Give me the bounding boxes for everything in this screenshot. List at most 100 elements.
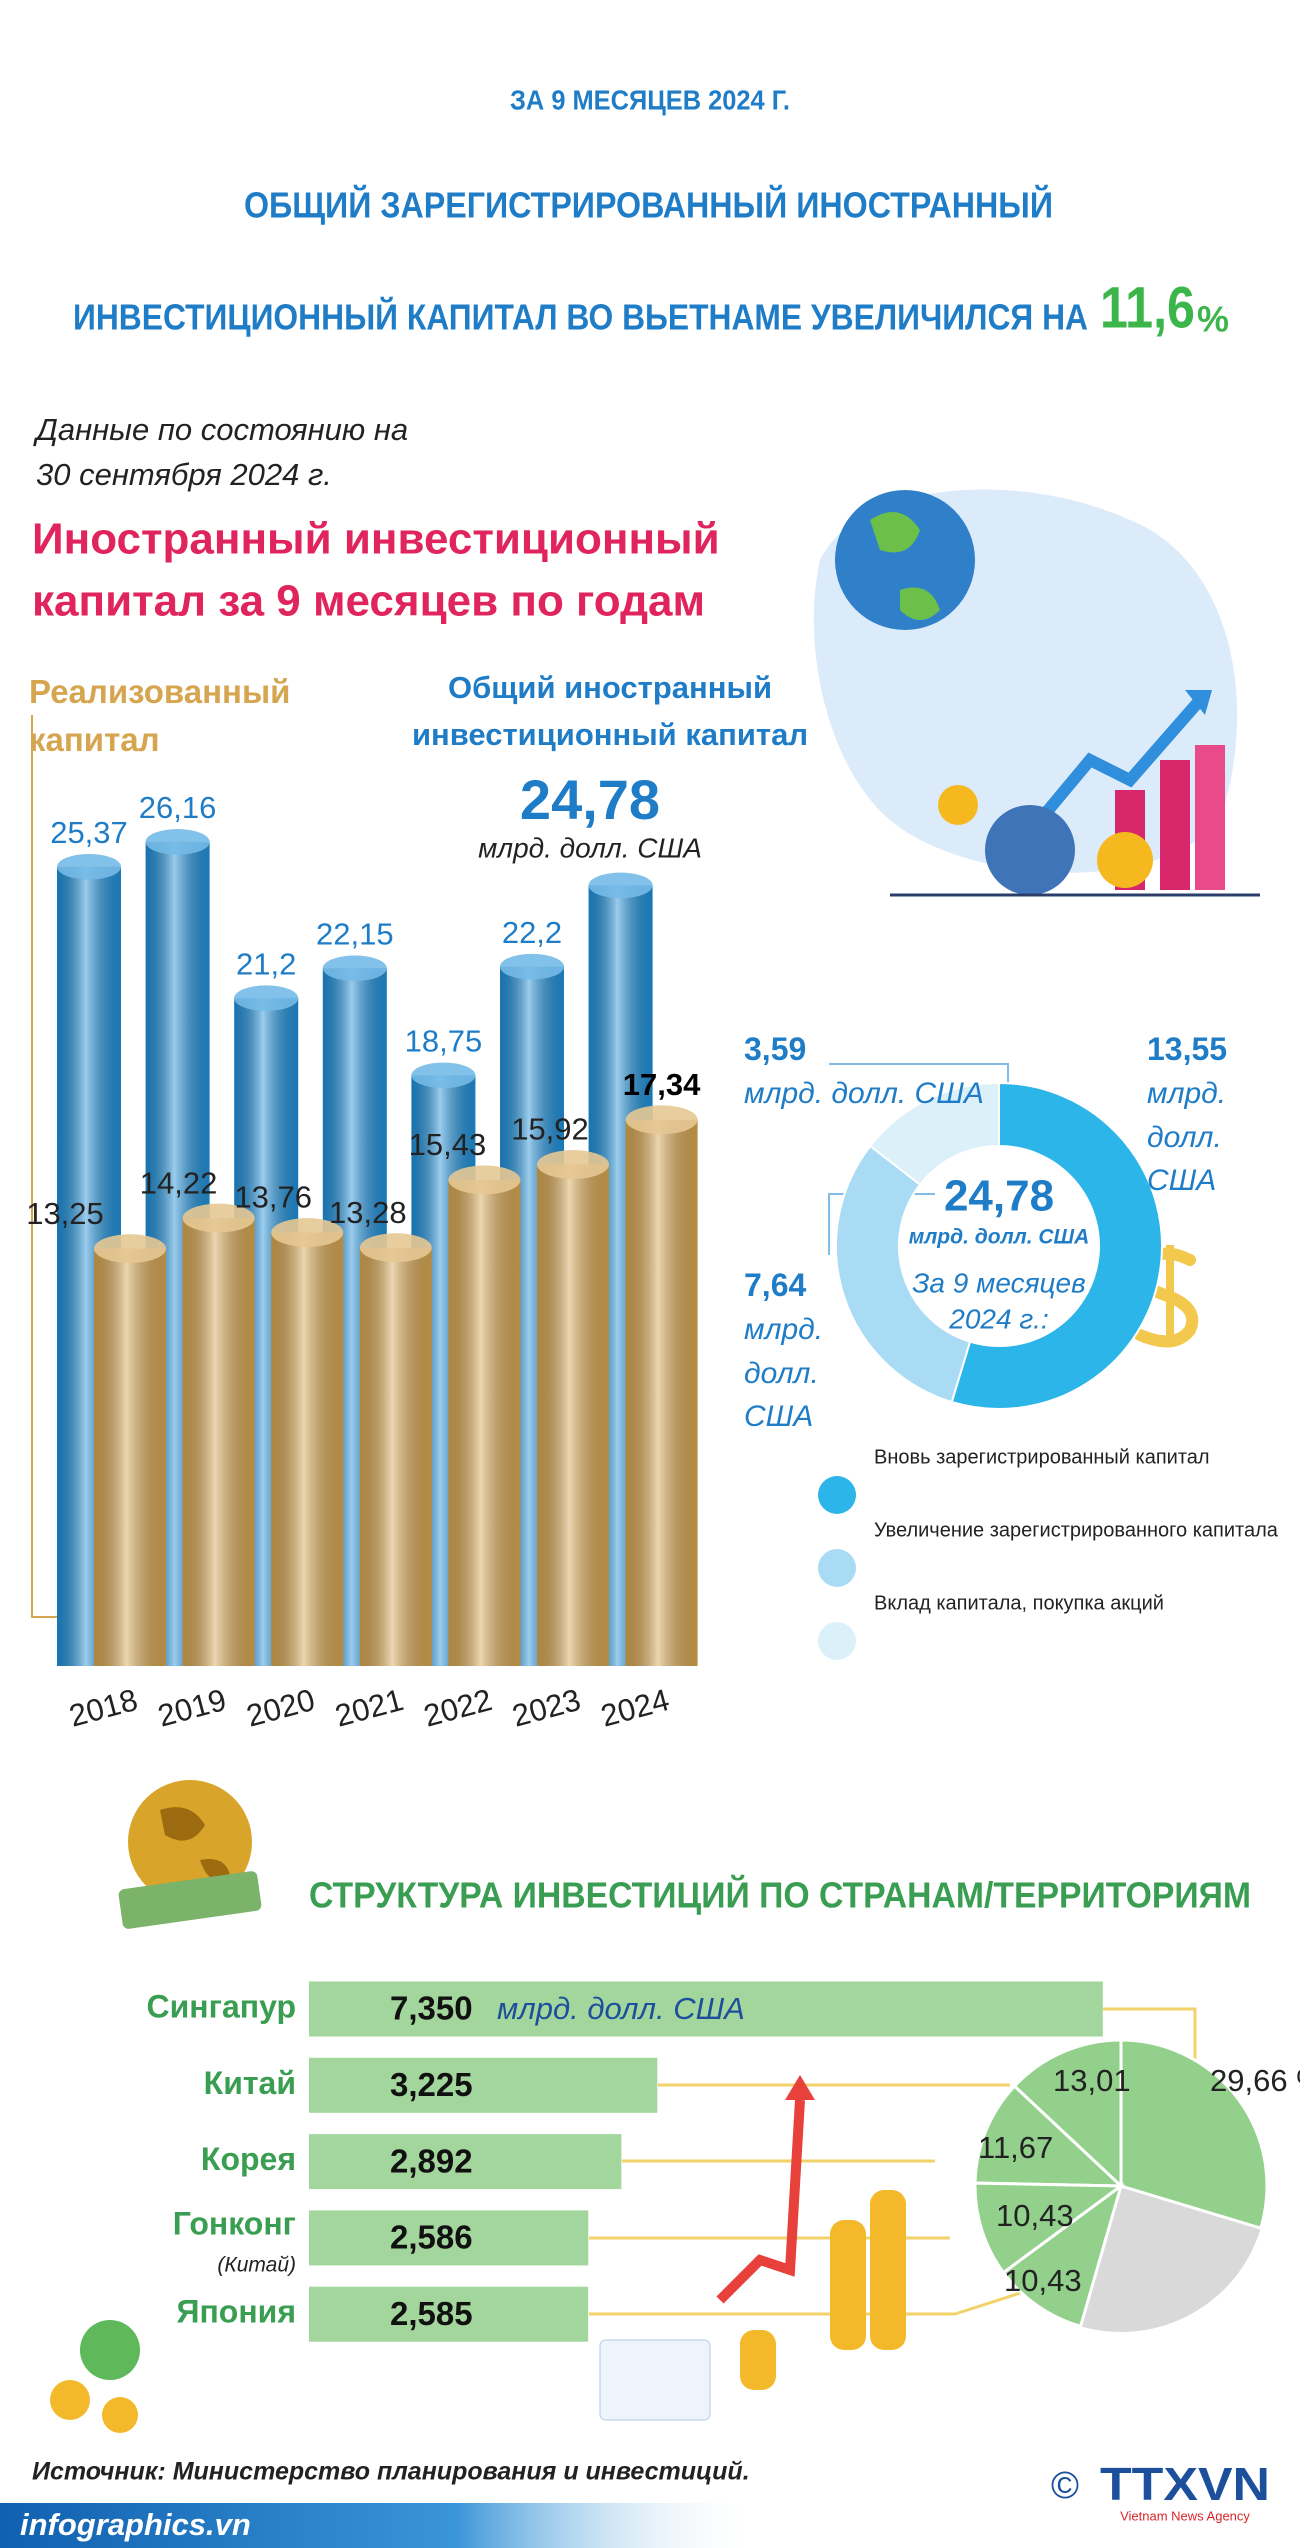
x-tick-label: 2023 — [509, 1682, 585, 1734]
bar-cap-light — [411, 1062, 476, 1089]
bar-cap — [448, 1165, 521, 1195]
x-tick-label: 2018 — [66, 1682, 142, 1734]
legend-label: Увеличение зарегистрированного капитала — [874, 1519, 1279, 1541]
bar-cap — [145, 829, 210, 855]
value-label: 15,92 — [511, 1112, 589, 1147]
category-label: Сингапур — [147, 1988, 296, 2024]
value-label: 14,22 — [140, 1165, 218, 1200]
value-label: 13,28 — [329, 1195, 407, 1230]
chart-title: Иностранный инвестиционный — [32, 515, 720, 564]
bar-cap — [537, 1150, 609, 1179]
donut-label: 3,59 млрд. долл. США — [744, 1026, 1064, 1116]
x-tick-label: 2024 — [597, 1682, 673, 1734]
donut-label: 13,55 млрд. долл. США — [1147, 1026, 1267, 1203]
pie-segment — [1119, 2038, 1269, 2231]
value-label: 13,55 — [1147, 1031, 1228, 1067]
bar-cap-light — [625, 1105, 698, 1135]
bar-cap-light — [588, 872, 653, 899]
logo-subtitle: Vietnam News Agency — [1120, 2508, 1250, 2523]
bar-shine — [359, 1247, 432, 1666]
donut-segment — [950, 1081, 1163, 1410]
legend-entry: Реализованный капитал — [29, 673, 291, 758]
value-label: 2,585 — [390, 2295, 473, 2332]
value-label: 15,43 — [409, 1127, 487, 1162]
value-label: 11,67 — [978, 2130, 1053, 2165]
period: ЗА 9 МЕСЯЦЕВ 2024 Г. — [510, 84, 790, 115]
pie-segment — [973, 2181, 1126, 2275]
total-label: 24,78 — [520, 768, 660, 831]
bar-cap-light — [182, 1203, 255, 1233]
center-unit: млрд. долл. США — [909, 1226, 1090, 1249]
footer-band — [0, 2503, 760, 2548]
logo: TTXVN — [1100, 2458, 1270, 2510]
date-note: 30 сентября 2024 г. — [36, 457, 332, 492]
bar-cap-light — [448, 1165, 521, 1195]
bar — [309, 2210, 589, 2266]
value-label: 10,43 — [1004, 2263, 1082, 2298]
bar-cap-light — [234, 985, 299, 1011]
chart-title: СТРУКТУРА ИНВЕСТИЦИЙ ПО СТРАНАМ/ТЕРРИТОР… — [309, 1874, 1251, 1916]
x-tick-label: 2020 — [243, 1682, 319, 1734]
category-label: Китай — [204, 2065, 296, 2101]
bar-cap-light — [57, 854, 121, 880]
bar-cap — [182, 1203, 255, 1233]
value-label: 22,2 — [502, 915, 562, 950]
bar-shine — [625, 1119, 698, 1666]
value-label: 13,25 — [26, 1196, 104, 1231]
value-label: 3,225 — [390, 2066, 473, 2103]
value-label: 18,75 — [405, 1024, 483, 1059]
bar-cap — [500, 953, 564, 980]
title-line: ОБЩИЙ ЗАРЕГИСТРИРОВАННЫЙ ИНОСТРАННЫЙ — [244, 184, 1053, 226]
site: infographics.vn — [20, 2507, 251, 2542]
bar-cap — [588, 872, 653, 899]
bar — [309, 2057, 658, 2113]
legend-swatch — [818, 1549, 856, 1587]
bar-cap — [234, 985, 299, 1011]
x-tick-label: 2019 — [154, 1682, 230, 1734]
center-label: 24,78 — [944, 1172, 1054, 1221]
x-tick-label: 2022 — [420, 1682, 496, 1734]
value-label: 25,37 — [50, 815, 128, 850]
source: Источник: Министерство планирования и ин… — [32, 2458, 750, 2486]
chart-title: капитал за 9 месяцев по годам — [32, 577, 705, 626]
bar-cap-light — [94, 1234, 166, 1264]
growth-unit: % — [1197, 299, 1229, 340]
bar-cap — [271, 1218, 344, 1247]
value-label: 2,586 — [390, 2219, 473, 2256]
pie-connectors — [589, 2007, 1197, 2316]
legend-label: Вклад капитала, покупка акций — [874, 1592, 1164, 1614]
value-label: 7,64 — [744, 1267, 807, 1303]
unit: млрд. долл. США — [744, 1313, 824, 1434]
value-label: 7,350 — [390, 1990, 473, 2027]
bar-cap-light — [500, 953, 564, 980]
bar-cap — [57, 854, 121, 880]
x-tick-label: 2021 — [331, 1682, 407, 1734]
bar-cap-light — [322, 955, 387, 982]
value-label: 17,34 — [623, 1067, 701, 1102]
value-label: 13,01 — [1053, 2063, 1131, 2098]
value-label: 3,59 — [744, 1031, 807, 1067]
value-label: 2,892 — [390, 2142, 473, 2179]
legend-label: Вновь зарегистрированный капитал — [874, 1446, 1210, 1468]
donut-label: 7,64 млрд. долл. США — [744, 1262, 894, 1439]
legend-entry: Общий иностранный инвестиционный капитал — [411, 670, 809, 752]
bar-cap-light — [359, 1233, 432, 1263]
category-label: Гонконг — [173, 2205, 296, 2241]
copyright: © — [1051, 2465, 1079, 2507]
bar-shine — [448, 1179, 521, 1666]
unit: млрд. долл. США — [497, 1991, 745, 2026]
value-label: 29,66 % — [1210, 2063, 1300, 2098]
unit: млрд. долл. США — [1147, 1077, 1227, 1198]
growth: 11,6 — [1100, 275, 1195, 340]
category-label: Япония — [176, 2294, 296, 2330]
globe-icon — [118, 1780, 262, 1929]
bar-cap-light — [537, 1150, 609, 1179]
pie-segment — [1012, 2038, 1123, 2190]
value-label: 13,76 — [234, 1180, 312, 1215]
category-note: (Китай) — [217, 2253, 296, 2276]
value-label: 26,16 — [139, 790, 217, 825]
value-label: 10,43 — [996, 2198, 1074, 2233]
